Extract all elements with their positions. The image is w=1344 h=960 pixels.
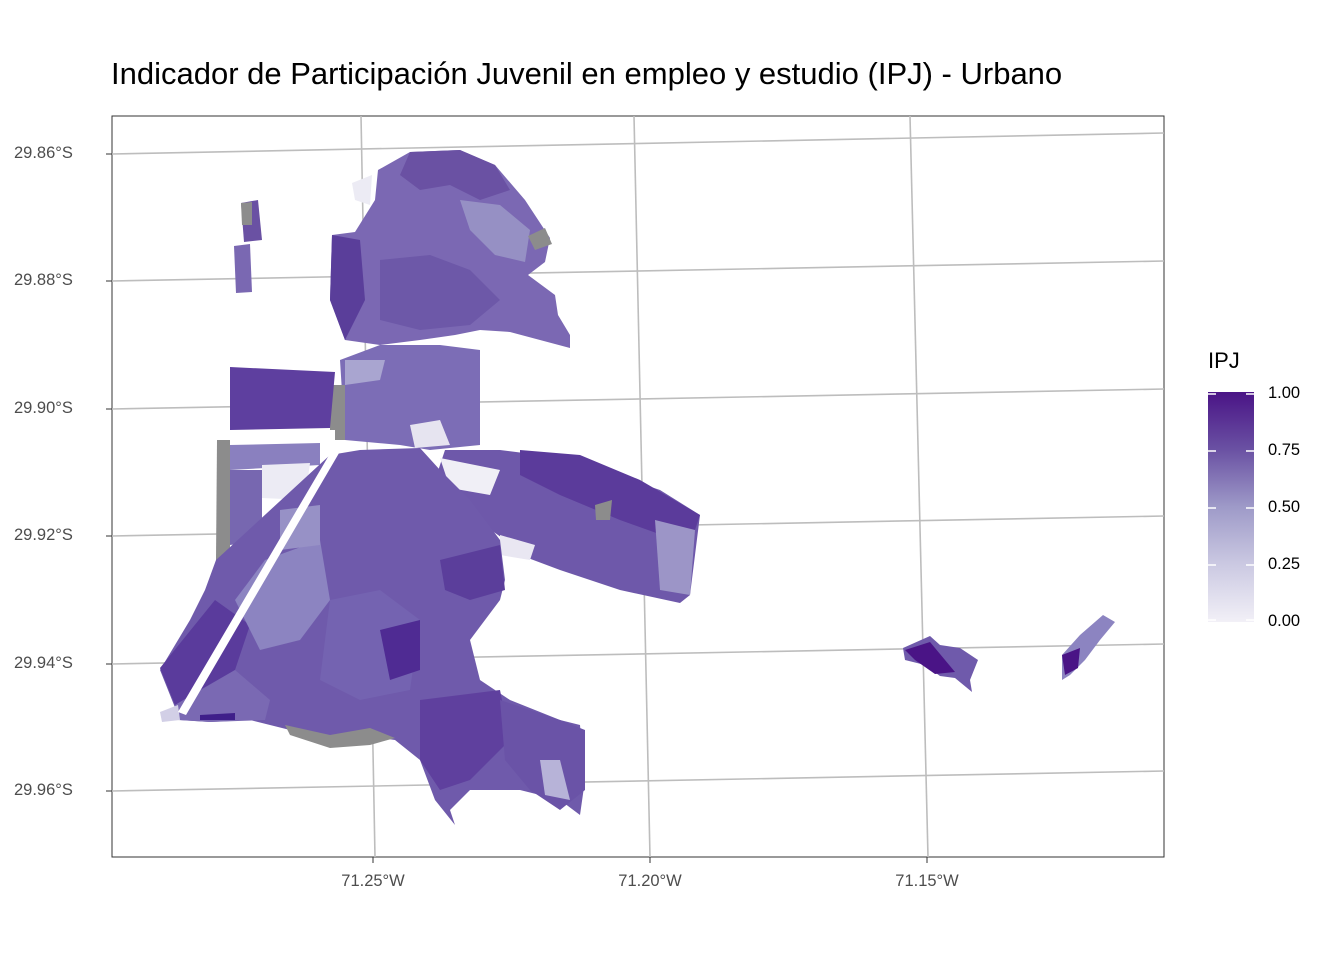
lat-label: 29.88°S [14,271,73,289]
legend-title: IPJ [1208,348,1240,373]
east-patch-1 [903,636,978,692]
main-urban-area [160,150,700,825]
legend-tick-label: 0.50 [1268,498,1301,516]
lat-label: 29.94°S [14,654,73,672]
legend-colorbar [1208,392,1254,622]
legend-tick-label: 0.75 [1268,441,1301,459]
northwest-strip [234,200,262,293]
lat-label: 29.96°S [14,781,73,799]
map-title: Indicador de Participación Juvenil en em… [111,56,1063,91]
lat-label: 29.90°S [14,399,73,417]
legend-tick-label: 0.25 [1268,555,1301,573]
axis-ticks [106,153,928,863]
east-patch-2 [1062,615,1115,680]
lat-label: 29.86°S [14,144,73,162]
legend-tick-label: 0.00 [1268,612,1301,630]
lon-label: 71.20°W [618,872,682,890]
north-cap [400,150,510,200]
lon-label: 71.15°W [895,872,959,890]
west-block [230,367,335,430]
legend-tick-label: 1.00 [1268,384,1301,402]
lon-label: 71.25°W [341,872,405,890]
lat-label: 29.92°S [14,526,73,544]
legend-tick-marks [1208,393,1254,621]
